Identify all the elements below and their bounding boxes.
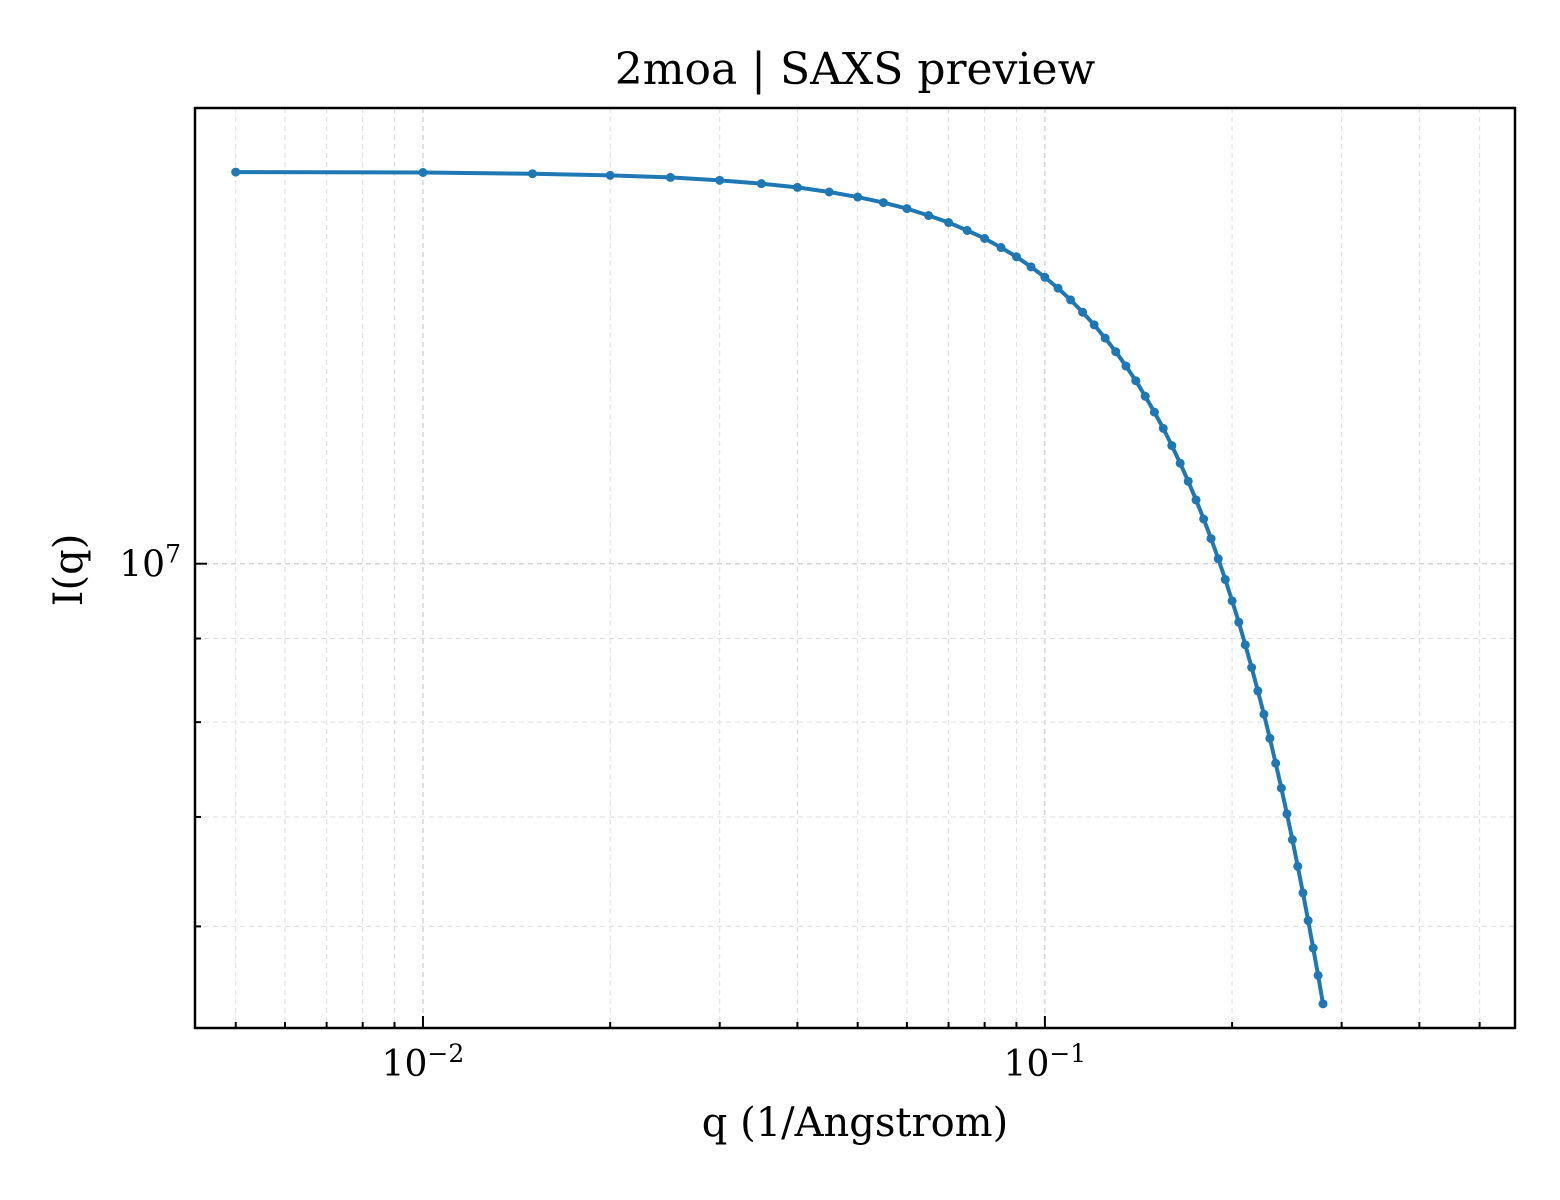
data-point [878,198,888,208]
y-axis-title: I(q) [46,534,92,607]
data-point [1167,441,1177,451]
data-point [1282,809,1292,819]
data-point [418,168,428,177]
data-point [1158,423,1168,433]
data-point [792,182,802,192]
data-point [824,187,834,197]
data-point [1175,458,1185,468]
data-point [980,233,990,243]
chart-title: 2moa | SAXS preview [615,44,1096,95]
data-point [902,204,912,214]
data-point [1240,640,1250,650]
data-point [1199,514,1209,524]
data-point [1183,476,1193,486]
data-point [715,175,725,185]
data-point [1220,575,1230,585]
data-point [605,170,615,180]
data-point [1253,686,1263,696]
series-layer [231,167,1328,1009]
data-point [1149,407,1159,417]
data-point [1271,758,1281,768]
data-point [1011,252,1021,262]
data-point [1121,361,1131,371]
data-point [1293,861,1303,871]
data-point [1206,534,1216,544]
data-point [1040,272,1050,282]
data-point [1298,888,1308,898]
data-point [853,192,863,202]
x-tick-label: 10−1 [1004,1039,1087,1085]
data-point [1276,783,1286,793]
data-point [1287,835,1297,845]
tick-layer: 10−2 10−1 107 [119,540,1481,1085]
y-tick-label: 107 [119,540,181,586]
data-point [1247,663,1257,672]
data-point [962,225,972,235]
data-point [231,167,241,177]
data-point [1303,916,1313,926]
data-point [1026,262,1036,272]
data-point [944,218,954,228]
data-point [1227,596,1237,606]
data-point [1313,970,1323,980]
plot-frame [193,106,1517,1030]
data-point [996,243,1006,253]
data-point [1265,733,1275,743]
data-point [527,169,537,179]
data-point [1234,617,1244,627]
data-point [1318,999,1328,1009]
data-point [1100,333,1110,343]
data-point [1066,295,1076,305]
data-point [756,179,766,189]
x-axis-title: q (1/Angstrom) [702,1100,1008,1146]
data-point [1259,709,1269,719]
data-point [1089,320,1099,330]
grid-layer [195,108,1515,1028]
data-point [1191,495,1201,505]
data-point [1078,307,1088,317]
data-point [1053,283,1063,293]
data-point [1213,554,1223,564]
x-tick-label: 10−2 [382,1039,465,1085]
data-point [1131,376,1141,386]
data-point [924,211,934,221]
data-point [1140,391,1150,401]
data-point [665,172,675,182]
data-point [1111,347,1121,357]
data-point [1308,943,1318,953]
